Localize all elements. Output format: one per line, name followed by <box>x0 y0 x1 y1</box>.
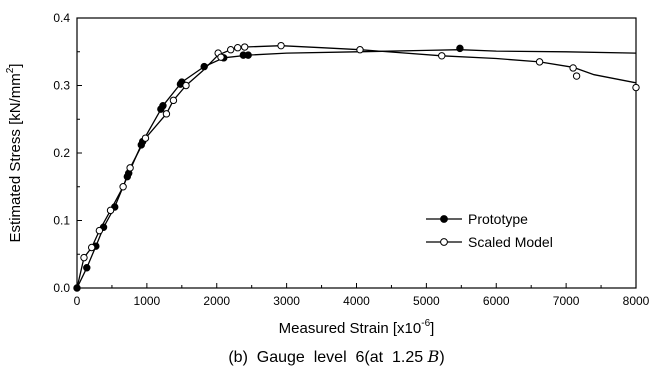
legend-marker-open <box>440 238 448 246</box>
scaled-model-point <box>217 53 225 61</box>
scaled-model-point <box>162 110 171 118</box>
x-tick-label: 2000 <box>203 294 230 308</box>
scaled-model-point <box>169 96 178 105</box>
x-tick-label: 6000 <box>483 294 510 308</box>
scaled-model-point <box>80 253 88 262</box>
x-tick-label: 8000 <box>623 294 650 308</box>
scaled-model-point <box>106 206 115 215</box>
prototype-point <box>456 44 464 53</box>
series-line <box>76 49 637 289</box>
scaled-model-point <box>227 46 235 54</box>
prototype-point <box>83 264 91 272</box>
y-tick-label: 0.0 <box>53 281 70 295</box>
scaled-model-point <box>277 41 285 50</box>
scaled-model-point <box>572 72 581 80</box>
scaled-model-point <box>569 64 577 72</box>
scaled-model-point <box>438 52 446 60</box>
y-tick-label: 0.2 <box>53 146 70 160</box>
legend-label: Scaled Model <box>468 234 553 250</box>
scaled-model-point <box>241 43 249 51</box>
scaled-model-point <box>182 81 190 90</box>
scaled-model-point <box>356 46 364 54</box>
x-tick-label: 4000 <box>343 294 370 308</box>
scaled-model-point <box>535 58 544 66</box>
scaled-model-point <box>632 83 640 92</box>
scaled-model-point <box>87 243 96 252</box>
x-tick-label: 3000 <box>273 294 300 308</box>
figure-caption: (b) Gauge level 6(at 1.25 B) <box>228 347 444 366</box>
x-axis-title-exponent: -6 <box>421 318 430 329</box>
series-prototype <box>73 44 637 292</box>
x-axis-title-text: Measured Strain [x10 <box>279 320 422 337</box>
scaled-model-point <box>126 164 134 172</box>
legend: Prototype Scaled Model <box>426 211 553 250</box>
series-scaled-model <box>76 41 640 289</box>
series-line <box>76 45 637 289</box>
y-tick-label: 0.1 <box>53 214 70 228</box>
scaled-model-point <box>234 44 242 52</box>
y-tick-label: 0.4 <box>53 11 70 25</box>
legend-marker-filled <box>440 215 448 223</box>
scaled-model-point <box>141 134 150 142</box>
prototype-point <box>244 51 252 59</box>
y-axis-ticks: 0.0 0.1 0.2 0.3 0.4 <box>53 11 82 295</box>
caption-prefix: (b) Gauge level 6(at 1.25 <box>228 349 427 366</box>
prototype-point <box>159 102 167 110</box>
x-tick-label: 0 <box>74 294 81 308</box>
y-axis-title-close: ] <box>7 64 24 68</box>
x-tick-label: 1000 <box>134 294 161 308</box>
legend-label: Prototype <box>468 211 528 227</box>
x-axis-title: Measured Strain [x10-6] <box>279 318 435 337</box>
x-tick-label: 7000 <box>553 294 580 308</box>
x-tick-label: 5000 <box>413 294 440 308</box>
x-axis-ticks: 0 1000 2000 3000 4000 5000 6000 7000 8000 <box>74 283 650 308</box>
scaled-model-point <box>95 226 104 235</box>
y-axis-title-text: Estimated Stress [kN/mm <box>7 73 24 242</box>
y-tick-label: 0.3 <box>53 79 70 93</box>
x-axis-title-close: ] <box>430 320 434 337</box>
caption-suffix: ) <box>439 349 444 366</box>
y-axis-title-exponent: 2 <box>5 67 16 73</box>
y-axis-title: Estimated Stress [kN/mm2] <box>5 64 24 243</box>
caption-math: B <box>427 347 440 366</box>
scaled-model-point <box>119 183 127 191</box>
series-layer <box>73 41 640 292</box>
